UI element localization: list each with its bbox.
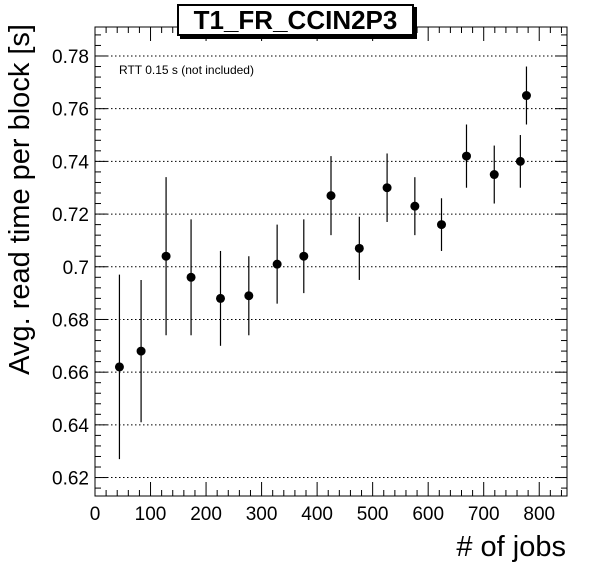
data-point (215, 293, 225, 303)
y-tick-label: 0.78 (52, 47, 89, 68)
x-tick-label: 600 (412, 504, 444, 525)
y-axis-label: Avg. read time per block [s] (4, 24, 36, 375)
x-axis-tick-labels: 0 100 200 300 400 500 600 700 800 (90, 504, 555, 525)
data-point (515, 156, 525, 166)
data-point (186, 272, 196, 282)
y-tick-label: 0.74 (52, 152, 89, 173)
data-point (437, 220, 447, 230)
y-tick-label: 0.64 (52, 416, 89, 437)
x-tick-label: 800 (523, 504, 555, 525)
y-tick-label: 0.68 (52, 310, 89, 331)
x-axis-label: # of jobs (456, 531, 566, 563)
y-tick-label: 0.62 (52, 469, 89, 490)
data-point (354, 243, 364, 253)
data-point (410, 201, 420, 211)
data-point (161, 251, 171, 261)
x-tick-label: 400 (301, 504, 333, 525)
data-point (489, 170, 499, 180)
data-point (382, 183, 392, 193)
y-tick-label: 0.72 (52, 205, 89, 226)
data-point (299, 251, 309, 261)
data-point (244, 291, 254, 301)
x-tick-label: 500 (357, 504, 389, 525)
rtt-annotation: RTT 0.15 s (not included) (119, 63, 254, 77)
y-tick-label: 0.7 (63, 258, 89, 279)
data-point (461, 151, 471, 161)
data-point (136, 346, 146, 356)
x-tick-label: 300 (246, 504, 278, 525)
y-axis-tick-labels: 0.62 0.64 0.66 0.68 0.7 0.72 0.74 0.76 0.78 (52, 47, 89, 490)
chart-title: T1_FR_CCIN2P3 (177, 4, 414, 36)
x-tick-label: 100 (135, 504, 167, 525)
x-tick-label: 0 (90, 504, 101, 525)
error-bars (118, 66, 528, 460)
data-points (114, 91, 531, 372)
data-point (114, 362, 124, 372)
data-point (272, 259, 282, 269)
x-tick-label: 200 (190, 504, 222, 525)
data-point (326, 191, 336, 201)
y-tick-label: 0.66 (52, 363, 89, 384)
x-tick-label: 700 (468, 504, 500, 525)
y-tick-label: 0.76 (52, 100, 89, 121)
data-point (521, 91, 531, 101)
